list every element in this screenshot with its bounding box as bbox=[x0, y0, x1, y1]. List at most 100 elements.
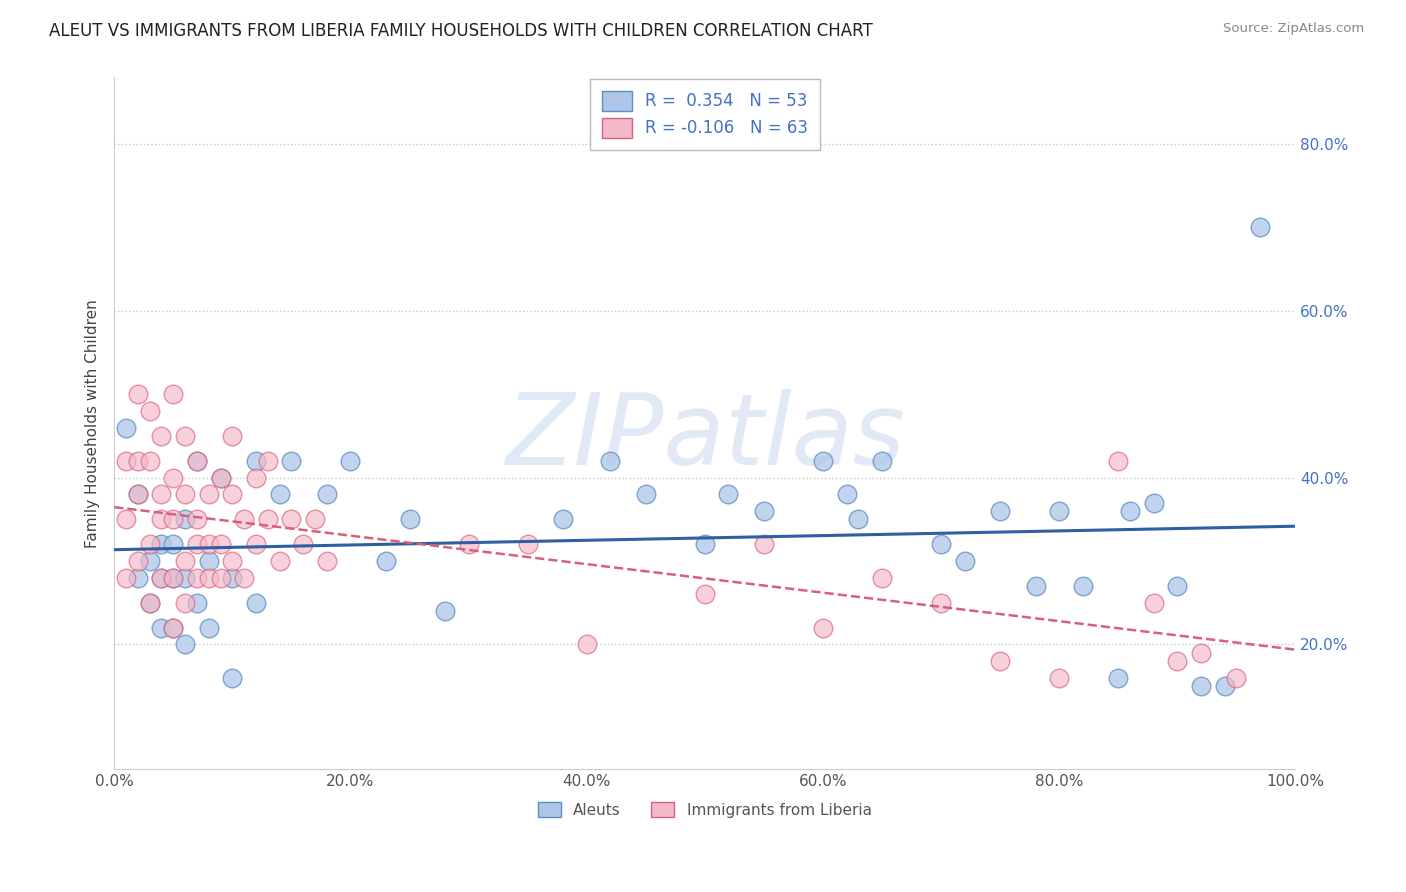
Point bbox=[174, 487, 197, 501]
Point bbox=[127, 571, 149, 585]
Point bbox=[138, 554, 160, 568]
Point bbox=[304, 512, 326, 526]
Point bbox=[1143, 596, 1166, 610]
Point bbox=[127, 454, 149, 468]
Point bbox=[693, 587, 716, 601]
Point bbox=[115, 512, 138, 526]
Point bbox=[233, 512, 256, 526]
Legend: Aleuts, Immigrants from Liberia: Aleuts, Immigrants from Liberia bbox=[531, 796, 877, 824]
Point bbox=[1213, 679, 1236, 693]
Point bbox=[186, 537, 208, 551]
Point bbox=[150, 487, 173, 501]
Point bbox=[221, 487, 243, 501]
Point bbox=[138, 537, 160, 551]
Point bbox=[127, 554, 149, 568]
Point bbox=[174, 554, 197, 568]
Point bbox=[1047, 671, 1070, 685]
Point bbox=[150, 512, 173, 526]
Point bbox=[1107, 454, 1129, 468]
Point bbox=[339, 454, 361, 468]
Point bbox=[280, 512, 302, 526]
Point bbox=[1025, 579, 1047, 593]
Point bbox=[150, 571, 173, 585]
Point bbox=[693, 537, 716, 551]
Point bbox=[138, 596, 160, 610]
Point bbox=[551, 512, 574, 526]
Point bbox=[953, 554, 976, 568]
Point bbox=[115, 420, 138, 434]
Point bbox=[245, 454, 267, 468]
Point bbox=[269, 554, 291, 568]
Point bbox=[221, 429, 243, 443]
Point bbox=[433, 604, 456, 618]
Point bbox=[599, 454, 621, 468]
Point bbox=[150, 537, 173, 551]
Point bbox=[233, 571, 256, 585]
Point bbox=[1107, 671, 1129, 685]
Point bbox=[811, 621, 834, 635]
Point bbox=[174, 571, 197, 585]
Point bbox=[256, 512, 278, 526]
Point bbox=[256, 454, 278, 468]
Point bbox=[315, 554, 337, 568]
Point bbox=[115, 571, 138, 585]
Point bbox=[162, 512, 184, 526]
Point bbox=[1189, 679, 1212, 693]
Point bbox=[138, 404, 160, 418]
Text: Source: ZipAtlas.com: Source: ZipAtlas.com bbox=[1223, 22, 1364, 36]
Point bbox=[221, 554, 243, 568]
Point bbox=[127, 487, 149, 501]
Point bbox=[269, 487, 291, 501]
Text: ZIPatlas: ZIPatlas bbox=[505, 389, 905, 486]
Point bbox=[1071, 579, 1094, 593]
Point bbox=[1143, 495, 1166, 509]
Point bbox=[929, 537, 952, 551]
Point bbox=[150, 571, 173, 585]
Point bbox=[127, 487, 149, 501]
Point bbox=[245, 537, 267, 551]
Point bbox=[138, 596, 160, 610]
Point bbox=[835, 487, 858, 501]
Point bbox=[374, 554, 396, 568]
Point bbox=[162, 621, 184, 635]
Point bbox=[186, 512, 208, 526]
Point bbox=[1166, 654, 1188, 668]
Point bbox=[197, 621, 219, 635]
Text: ALEUT VS IMMIGRANTS FROM LIBERIA FAMILY HOUSEHOLDS WITH CHILDREN CORRELATION CHA: ALEUT VS IMMIGRANTS FROM LIBERIA FAMILY … bbox=[49, 22, 873, 40]
Point bbox=[1166, 579, 1188, 593]
Point bbox=[197, 487, 219, 501]
Point bbox=[209, 571, 232, 585]
Point bbox=[1249, 220, 1271, 235]
Point bbox=[138, 454, 160, 468]
Point bbox=[115, 454, 138, 468]
Y-axis label: Family Households with Children: Family Households with Children bbox=[86, 299, 100, 548]
Point bbox=[575, 637, 598, 651]
Point bbox=[150, 621, 173, 635]
Point bbox=[398, 512, 420, 526]
Point bbox=[209, 470, 232, 484]
Point bbox=[245, 596, 267, 610]
Point bbox=[174, 512, 197, 526]
Point bbox=[150, 429, 173, 443]
Point bbox=[245, 470, 267, 484]
Point bbox=[1189, 646, 1212, 660]
Point bbox=[174, 637, 197, 651]
Point bbox=[457, 537, 479, 551]
Point bbox=[162, 571, 184, 585]
Point bbox=[752, 537, 775, 551]
Point bbox=[162, 387, 184, 401]
Point bbox=[870, 571, 893, 585]
Point bbox=[929, 596, 952, 610]
Point bbox=[162, 571, 184, 585]
Point bbox=[1047, 504, 1070, 518]
Point bbox=[127, 387, 149, 401]
Point bbox=[209, 470, 232, 484]
Point bbox=[197, 537, 219, 551]
Point bbox=[752, 504, 775, 518]
Point bbox=[162, 537, 184, 551]
Point bbox=[988, 654, 1011, 668]
Point bbox=[870, 454, 893, 468]
Point bbox=[988, 504, 1011, 518]
Point bbox=[186, 596, 208, 610]
Point bbox=[848, 512, 870, 526]
